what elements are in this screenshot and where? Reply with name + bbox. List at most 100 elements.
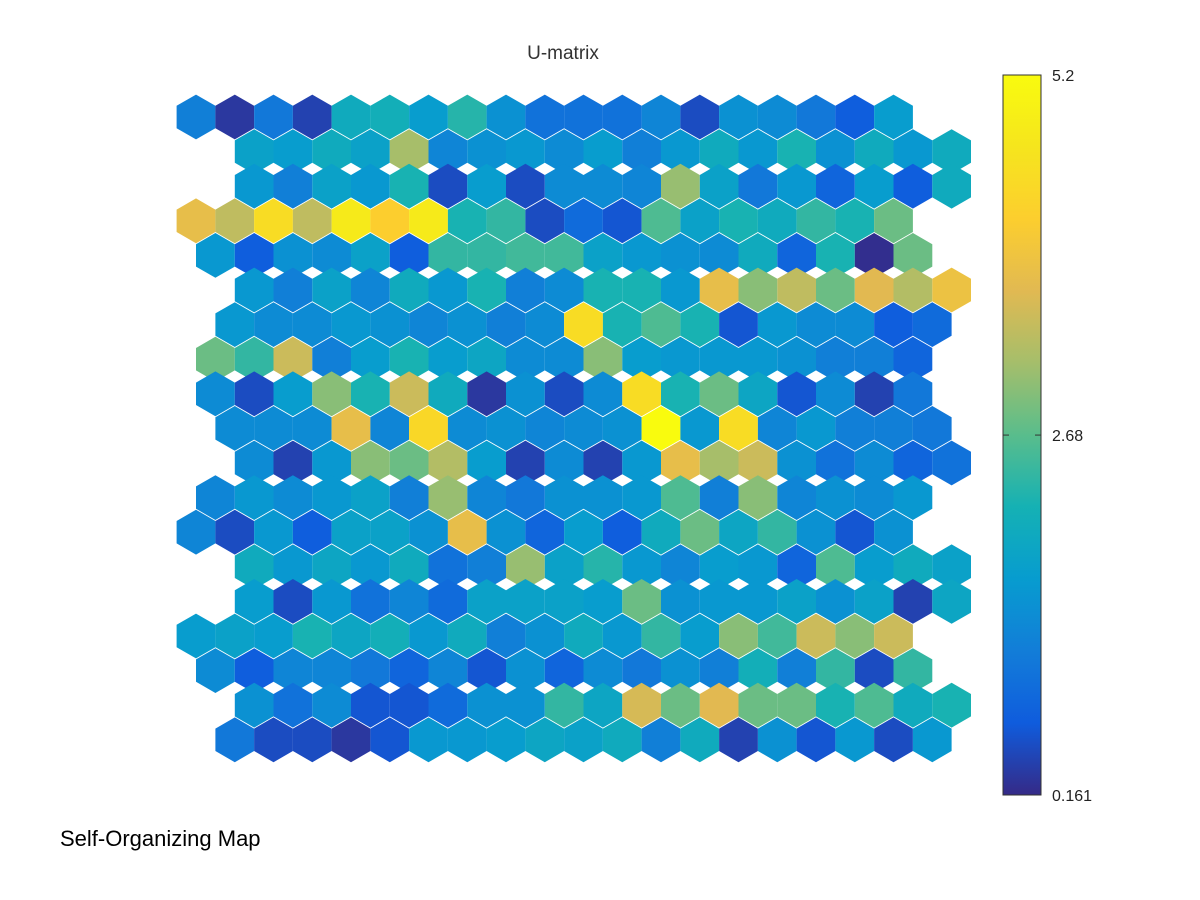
hex-cell [312, 267, 351, 313]
hex-cell [583, 440, 623, 486]
hex-cell [254, 302, 293, 347]
hex-cell [854, 129, 894, 174]
hex-cell [389, 475, 429, 520]
hex-cell [254, 509, 293, 555]
hex-cell [370, 302, 410, 347]
hex-cell [699, 336, 739, 382]
hex-cell [389, 233, 429, 278]
hex-cell [273, 682, 313, 728]
hex-cell [564, 198, 603, 244]
hex-cell [641, 302, 681, 347]
hex-cell [370, 613, 410, 659]
hex-cell [351, 682, 390, 728]
hex-cell [641, 94, 681, 140]
hex-cell [428, 336, 468, 382]
hex-cell [428, 648, 468, 693]
hex-cell [932, 579, 971, 624]
hex-cell [641, 717, 681, 763]
hex-cell [447, 509, 487, 555]
hex-cell [835, 198, 875, 244]
hex-cell [680, 94, 720, 140]
hex-cell [661, 682, 700, 728]
hex-cell [234, 475, 274, 520]
hex-cell [932, 267, 971, 313]
hex-cell [816, 163, 855, 209]
hex-cell [874, 94, 913, 140]
hex-cell [544, 233, 584, 278]
hex-cell [234, 129, 274, 174]
hex-cell [467, 475, 506, 520]
hex-cell [583, 544, 623, 590]
hex-cell [564, 509, 603, 555]
hex-cell [447, 717, 487, 763]
hex-cell [622, 544, 661, 590]
hex-cell [292, 94, 332, 140]
hex-cell [777, 475, 816, 520]
hex-cell [699, 267, 739, 313]
hex-cell [816, 129, 855, 174]
hex-cell [816, 336, 855, 382]
hex-cell [370, 198, 410, 244]
hex-cell [699, 682, 739, 728]
hex-cell [893, 648, 933, 693]
hex-cell [544, 336, 584, 382]
hex-cell [525, 302, 565, 347]
hex-cell [641, 406, 681, 451]
hex-cell [176, 94, 216, 140]
hex-cell [661, 579, 700, 624]
hex-cell [602, 94, 642, 140]
hex-cell [893, 163, 933, 209]
hex-cell [757, 717, 797, 763]
hex-cell [854, 579, 894, 624]
hex-cell [486, 302, 526, 347]
hex-cell [506, 682, 545, 728]
hex-cell [699, 648, 739, 693]
hex-cell [525, 613, 565, 659]
hex-cell [351, 544, 390, 590]
hex-cell [893, 233, 933, 278]
hex-cell [389, 440, 429, 486]
hex-cell [796, 717, 836, 763]
hex-cell [467, 129, 506, 174]
hex-cell [622, 129, 661, 174]
hex-cell [796, 302, 836, 347]
hex-cell [234, 648, 274, 693]
hex-cell [273, 544, 313, 590]
hex-cell [254, 613, 293, 659]
hex-cell [389, 579, 429, 624]
hex-cell [738, 233, 778, 278]
hex-cell [525, 509, 565, 555]
hex-cell [912, 406, 952, 451]
hex-cell [932, 129, 971, 174]
hex-cell [409, 509, 448, 555]
hex-cell [738, 475, 778, 520]
hex-cell [389, 544, 429, 590]
hex-cell [719, 509, 758, 555]
hex-cell [854, 648, 894, 693]
hex-cell [602, 717, 642, 763]
hex-cell [622, 579, 661, 624]
hex-cell [777, 233, 816, 278]
hex-cell [409, 198, 448, 244]
hex-cell [215, 406, 255, 451]
hex-cell [719, 94, 758, 140]
hex-cell [835, 717, 875, 763]
hex-cell [622, 163, 661, 209]
hex-cell [234, 336, 274, 382]
hex-cell [428, 267, 468, 313]
hex-cell [234, 579, 274, 624]
hex-cell [757, 302, 797, 347]
hex-cell [757, 509, 797, 555]
hex-cell [467, 579, 506, 624]
hex-cell [699, 371, 739, 417]
hex-cell [893, 267, 933, 313]
hex-cell [351, 371, 390, 417]
hex-cell [215, 302, 255, 347]
hex-cell [486, 717, 526, 763]
hex-cell [292, 198, 332, 244]
hex-cell [893, 544, 933, 590]
hex-cell [428, 440, 468, 486]
hex-cell [486, 613, 526, 659]
hex-cell [506, 544, 545, 590]
hex-cell [331, 717, 371, 763]
